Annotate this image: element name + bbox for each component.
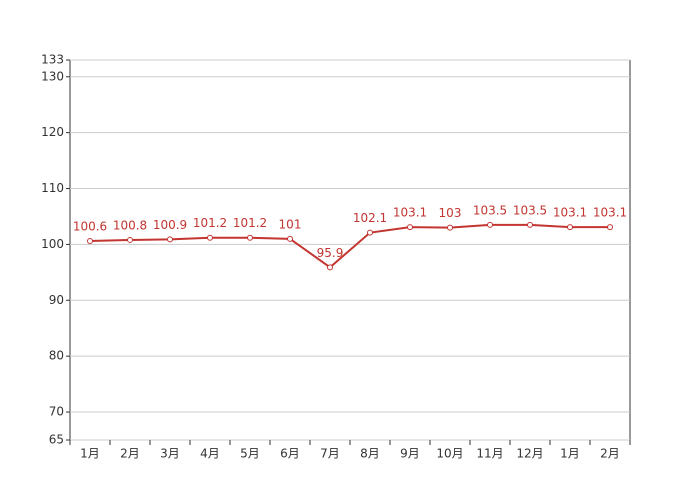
data-label: 101 [279, 217, 302, 231]
x-tick-label: 7月 [320, 447, 340, 461]
x-tick-label: 3月 [160, 447, 180, 461]
point [567, 224, 573, 231]
point [527, 221, 533, 228]
x-tick-label: 5月 [240, 447, 260, 461]
x-tick-label: 9月 [400, 447, 420, 461]
data-label: 101.2 [193, 216, 227, 230]
x-tick-label: 1月 [80, 447, 100, 461]
x-tick-label: 6月 [280, 447, 300, 461]
data-label: 103 [439, 206, 462, 220]
data-label: 103.5 [513, 203, 547, 217]
point [207, 234, 213, 241]
point [607, 224, 613, 231]
point [367, 229, 373, 236]
point [87, 238, 93, 245]
data-label: 100.9 [153, 218, 187, 232]
data-label: 102.1 [353, 211, 387, 225]
point [327, 264, 333, 271]
data-label: 100.8 [113, 218, 147, 232]
point [167, 236, 173, 243]
y-tick-label: 120 [41, 125, 64, 139]
y-tick-label: 133 [41, 53, 64, 67]
data-label: 103.5 [473, 203, 507, 217]
data-label: 101.2 [233, 216, 267, 230]
data-label: 95.9 [317, 246, 344, 260]
point [287, 235, 293, 242]
data-label: 103.1 [593, 206, 627, 220]
point [487, 221, 493, 228]
y-tick-label: 90 [49, 293, 64, 307]
x-tick-label: 1月 [560, 447, 580, 461]
y-tick-label: 100 [41, 237, 64, 251]
point [247, 234, 253, 241]
y-tick-label: 110 [41, 181, 64, 195]
line [89, 223, 610, 269]
y-tick-label: 70 [49, 405, 64, 419]
x-tick-label: 10月 [436, 447, 463, 461]
y-tick-label: 80 [49, 349, 64, 363]
data-label: 100.6 [73, 220, 107, 234]
data-label: 103.1 [553, 206, 587, 220]
x-tick-label: 2月 [120, 447, 140, 461]
x-tick-label: 12月 [516, 447, 543, 461]
y-tick-label: 65 [49, 433, 64, 447]
point [127, 236, 133, 243]
x-tick-label: 4月 [200, 447, 220, 461]
y-tick-label: 130 [41, 69, 64, 83]
point [407, 224, 413, 231]
x-tick-label: 2月 [600, 447, 620, 461]
x-tick-label: 8月 [360, 447, 380, 461]
x-tick-label: 11月 [476, 447, 503, 461]
point [447, 224, 453, 231]
data-label: 103.1 [393, 206, 427, 220]
